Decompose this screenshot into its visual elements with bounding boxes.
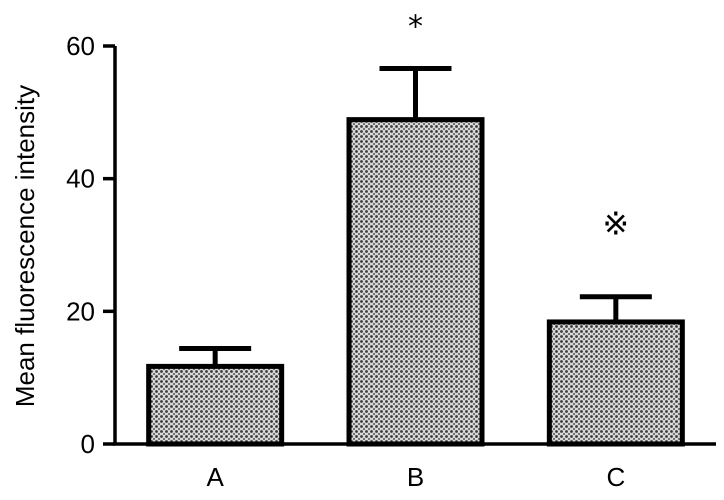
- x-tick-label-B: B: [407, 462, 424, 492]
- x-tick-label-C: C: [606, 462, 625, 492]
- y-axis-label: Mean fluorescence intensity: [10, 85, 40, 407]
- bar-A: [146, 363, 285, 447]
- bar-B: [346, 117, 485, 447]
- x-tick-label-A: A: [206, 462, 224, 492]
- annotation-B: *: [408, 10, 423, 45]
- annotation-C: ※: [602, 205, 629, 243]
- bar-C: [546, 319, 685, 447]
- y-tick-label-0: 0: [81, 429, 95, 459]
- y-tick-label-1: 20: [66, 296, 95, 326]
- y-tick-label-3: 60: [66, 31, 95, 61]
- y-tick-label-2: 40: [66, 164, 95, 194]
